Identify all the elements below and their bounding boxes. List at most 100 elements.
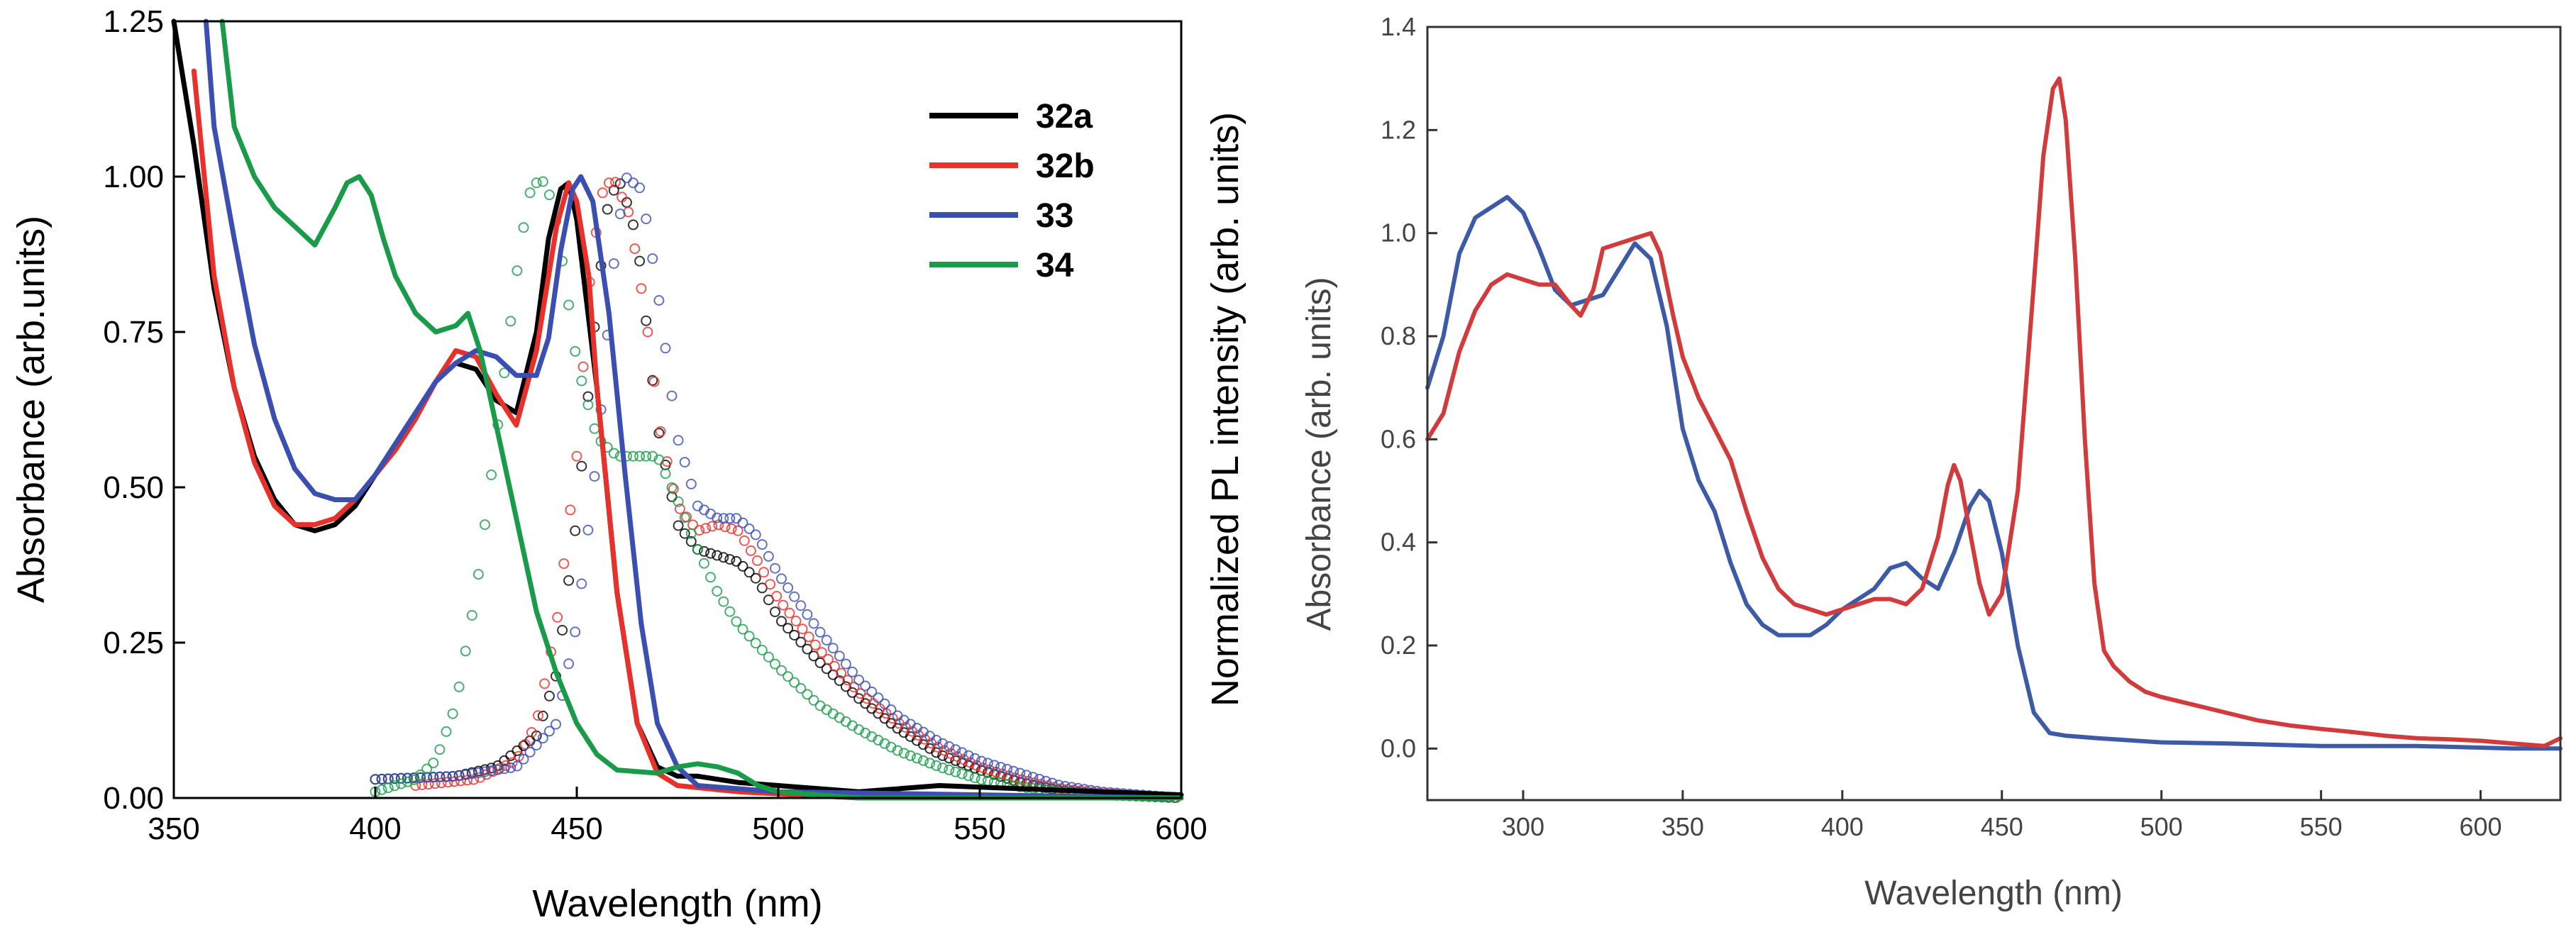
pl-marker-32b: [700, 523, 712, 534]
pl-marker-34: [705, 572, 717, 583]
pl-marker-32b: [655, 426, 666, 437]
pl-marker-33: [543, 726, 555, 737]
pl-marker-33: [756, 539, 768, 550]
pl-marker-33: [963, 750, 974, 761]
x-axis-ticks-right: 300 350 400 450 500 550 600: [1502, 790, 2502, 841]
pl-marker-33: [944, 741, 955, 752]
pl-marker-32b: [642, 326, 653, 338]
pl-marker-34: [898, 748, 910, 759]
pl-marker-34: [685, 528, 697, 539]
pl-marker-34: [795, 683, 807, 694]
pl-marker-32a: [743, 567, 755, 578]
pl-marker-33: [685, 478, 697, 489]
pl-marker-32b: [707, 521, 718, 532]
x-tick-label: 350: [148, 811, 199, 846]
pl-marker-32b: [533, 710, 543, 721]
pl-marker-33: [634, 182, 646, 194]
pl-marker-32a: [679, 528, 690, 539]
pl-marker-33: [505, 762, 516, 773]
y-tick-label: 0.25: [103, 626, 164, 660]
pl-marker-32b: [597, 187, 608, 199]
plot-frame-left: [172, 20, 1183, 799]
pl-marker-34: [679, 512, 690, 523]
pl-marker-34: [402, 776, 413, 787]
pl-marker-34: [543, 189, 555, 201]
pl-marker-34: [582, 399, 594, 411]
absorbance-line-blue: [1425, 194, 2563, 751]
pl-marker-33: [395, 772, 407, 784]
pl-marker-32b: [752, 555, 763, 566]
pl-marker-33: [814, 626, 826, 638]
y-axis-label-left: Absorbance (arb.units): [10, 216, 52, 603]
pl-marker-33: [370, 774, 381, 785]
absorbance-line-red: [1425, 76, 2563, 748]
pl-marker-33: [621, 172, 632, 184]
x-axis-ticks-left: 350 400 450 500 550 600: [148, 787, 1207, 846]
pl-marker-32a: [789, 630, 800, 641]
pl-marker-34: [576, 375, 587, 387]
pl-marker-34: [480, 519, 490, 531]
pl-marker-33: [421, 772, 433, 783]
pl-marker-34: [770, 658, 780, 670]
pl-marker-33: [988, 760, 1000, 771]
pl-marker-32a: [944, 753, 955, 764]
pl-marker-32b: [739, 535, 750, 546]
pl-marker-33: [743, 523, 755, 534]
x-tick-label: 550: [2300, 812, 2343, 841]
pl-marker-33: [995, 762, 1006, 773]
x-tick-label: 500: [752, 811, 804, 846]
pl-marker-33: [447, 771, 458, 782]
pl-marker-34: [499, 367, 510, 379]
legend-label-33: 33: [1036, 197, 1073, 235]
pl-marker-32b: [829, 660, 840, 672]
pl-marker-33: [666, 390, 678, 401]
pl-marker-33: [853, 675, 865, 686]
pl-marker-33: [614, 209, 626, 220]
y-axis-label-right-panel: Absorbance (arb. units): [1300, 277, 1338, 631]
pl-marker-32b: [816, 647, 827, 658]
pl-marker-33: [795, 600, 807, 611]
pl-marker-34: [434, 744, 446, 755]
legend-label-34: 34: [1036, 247, 1074, 284]
pl-marker-34: [944, 764, 955, 775]
pl-marker-33: [647, 253, 658, 265]
pl-marker-32a: [802, 643, 813, 655]
pl-marker-34: [937, 763, 949, 774]
pl-marker-32b: [648, 376, 660, 387]
pl-marker-33: [660, 343, 671, 354]
pl-marker-33: [975, 755, 987, 767]
pl-marker-32b: [790, 616, 802, 626]
legend-label-32a: 32a: [1036, 98, 1093, 135]
pl-marker-33: [1034, 773, 1045, 784]
pl-marker-34: [537, 176, 548, 187]
pl-marker-33: [570, 626, 581, 638]
pl-marker-32b: [468, 774, 480, 785]
pl-marker-32b: [842, 675, 853, 686]
pl-marker-34: [453, 681, 465, 692]
pl-marker-34: [460, 645, 471, 657]
pl-marker-33: [969, 753, 980, 764]
pl-marker-34: [750, 638, 761, 649]
pl-marker-33: [608, 258, 619, 270]
absorbance-line-32a: [171, 18, 1184, 798]
pl-marker-32b: [758, 567, 770, 578]
y-tick-label: 0.50: [103, 470, 164, 505]
x-tick-label: 450: [551, 811, 602, 846]
pl-marker-33: [866, 686, 878, 697]
pl-marker-34: [918, 755, 929, 766]
pl-marker-34: [653, 454, 665, 465]
pl-marker-34: [666, 482, 678, 493]
pl-marker-33: [763, 550, 774, 562]
pl-marker-32b: [519, 738, 531, 750]
pl-marker-34: [512, 265, 523, 277]
pl-marker-34: [589, 423, 600, 434]
pl-marker-32b: [719, 521, 731, 533]
pl-marker-32b: [765, 579, 776, 590]
pl-marker-32a: [731, 555, 742, 567]
y-tick-label: 0.6: [1381, 424, 1416, 453]
pl-marker-32a: [776, 616, 787, 627]
pl-marker-34: [737, 623, 748, 635]
pl-marker-32a: [712, 550, 723, 561]
y-tick-label: 0.4: [1381, 528, 1416, 557]
